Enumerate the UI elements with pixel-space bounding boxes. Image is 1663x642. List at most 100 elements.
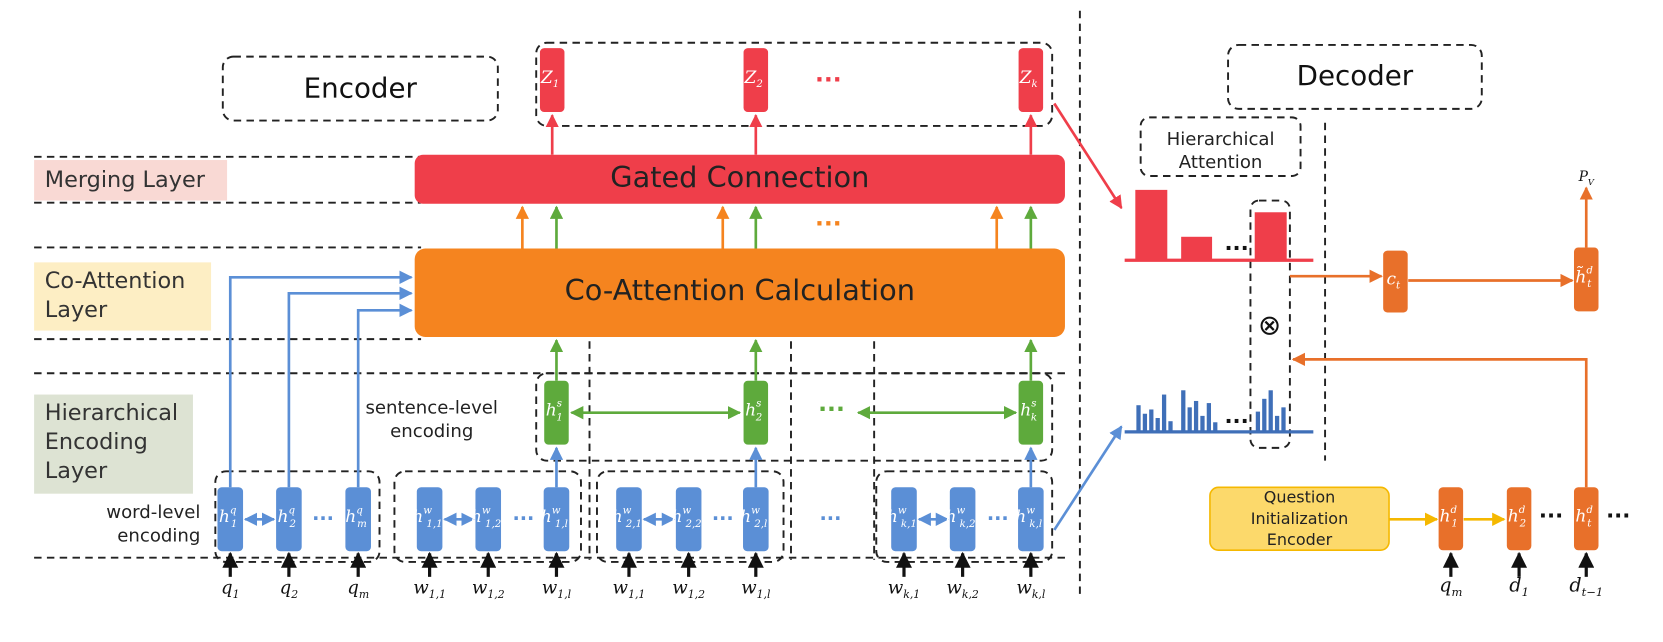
ellipsis: ··· (1606, 504, 1630, 529)
z-node-label-sub: 1 (553, 79, 560, 90)
word-node-label-base: h (219, 507, 230, 527)
decoder-title: Decoder (1297, 59, 1414, 92)
word-node-label-sub: 1,2 (485, 519, 501, 530)
sentence-node-label-base: h (546, 400, 557, 420)
word-node-label-sub: k,2 (960, 519, 976, 530)
ellipsis: ··· (1539, 504, 1563, 529)
output-label: PV (1578, 169, 1595, 186)
decoder-node (1506, 487, 1532, 551)
question-init-label: Initialization (1251, 509, 1348, 528)
input-label-sub: 1,1 (628, 588, 645, 601)
word-label: encoding (117, 525, 200, 546)
sentence-node (1018, 380, 1044, 445)
context-node-label-base: c (1386, 269, 1396, 289)
word-node (345, 487, 371, 552)
word-node-label-sub: k,l (1029, 519, 1042, 530)
sentence-node-label-base: h (745, 400, 756, 420)
word-node-label: hq 1 (219, 505, 237, 530)
input-label-base: w (741, 578, 757, 599)
decoder-node-label-sub: 1 (1451, 518, 1458, 529)
z-node-label-base: Z (1019, 67, 1033, 87)
word-node-label-sup: q (356, 505, 363, 516)
word-node-label: hw k,1 (887, 505, 917, 530)
word-node-label-base: h (740, 507, 751, 527)
word-node (416, 487, 443, 552)
layer-label: Merging Layer (45, 167, 206, 193)
decoder-input-label-base: q (1439, 573, 1451, 596)
z-node-label: Z1 (540, 67, 559, 89)
decoder-input-label: dt−1 (1569, 573, 1603, 599)
output-label-sub: V (1588, 176, 1595, 186)
ellipsis: ··· (815, 66, 842, 94)
ellipsis: ··· (818, 395, 845, 423)
encoder-title: Encoder (304, 72, 418, 105)
word-node-label: hw 1,l (541, 505, 568, 530)
word-node (543, 487, 570, 552)
input-label: wk,1 (888, 578, 920, 601)
word-node-label-base: h (612, 507, 623, 527)
word-node-label-sub: 2,l (753, 519, 767, 530)
layer-label: Layer (45, 297, 108, 323)
layer-label: Hierarchical (45, 400, 178, 426)
input-label-sub: 1,l (757, 588, 771, 601)
sentence-label: sentence-level (365, 397, 497, 418)
word-node-label: hw 1,1 (412, 505, 442, 530)
ellipsis: ··· (512, 507, 534, 530)
decoder-node-label-sup: d (1586, 505, 1593, 516)
input-label: w1,l (542, 578, 572, 601)
decoder-node-label-base: h (1440, 506, 1451, 526)
input-label-sub: m (359, 588, 369, 601)
decoder-node-label-sup: d (1451, 505, 1458, 516)
word-node-label-sup: w (1026, 505, 1035, 516)
input-label-sub: k,1 (903, 588, 920, 601)
otimes: ⊗ (1258, 308, 1281, 341)
word-node-label-base: h (541, 507, 552, 527)
input-label-sub: 1,1 (429, 588, 446, 601)
context-node-label: ct (1386, 269, 1401, 291)
input-label-base: w (613, 578, 629, 599)
word-node (891, 487, 917, 552)
decoder-node-label-base: h (1575, 506, 1586, 526)
question-init-label: Encoder (1267, 530, 1333, 549)
word-node (616, 487, 642, 552)
input-label-base: w (1016, 578, 1032, 599)
decoder-input-label-base: d (1509, 573, 1521, 596)
input-label-sub: k,l (1032, 588, 1046, 601)
word-node-label-base: h (887, 507, 898, 527)
decoder-input-label-sub: m (1452, 585, 1463, 599)
word-node (217, 487, 244, 552)
word-node-label: hq m (345, 505, 367, 530)
word-node-label-sup: q (230, 505, 237, 516)
input-label-sub: 1,2 (487, 588, 504, 601)
word-node (675, 487, 702, 552)
decoder-node-label: hd 1 (1440, 505, 1458, 530)
decoder-state-label-sup: d (1586, 265, 1593, 276)
word-node-label-sub: 2,2 (684, 519, 701, 530)
gated-connection: Gated Connection (610, 160, 869, 194)
decoder-state-label-sub: t (1587, 279, 1592, 290)
ellipsis: ··· (712, 507, 734, 530)
word-node (1018, 487, 1044, 552)
sentence-node-label: hs 2 (745, 399, 762, 424)
word-node-label: hw 2,1 (612, 505, 642, 530)
layout (34, 10, 1595, 598)
sentence-node-label: hs k (1020, 399, 1037, 424)
layer-label: Layer (45, 458, 108, 484)
word-node-label-sub: 2,1 (625, 519, 642, 530)
word-node-label-sub: 1,l (555, 519, 568, 530)
layer-label: Co-Attention (45, 268, 186, 294)
question-init-label: Question (1264, 487, 1336, 506)
input-label-sub: 1 (233, 588, 240, 601)
input-label: wk,l (1016, 578, 1046, 601)
decoder-state-label-base: h̃ (1575, 266, 1586, 287)
word-node-label: hw 1,2 (471, 505, 501, 530)
ellipsis: ··· (1224, 409, 1248, 434)
sentence-node (743, 380, 769, 445)
z-node-label-sub: k (1032, 79, 1038, 90)
word-node-label-base: h (471, 507, 482, 527)
input-label-sub: 2 (290, 588, 298, 601)
z-node-label: Z2 (743, 67, 762, 89)
ellipsis: ··· (815, 210, 842, 238)
input-label: qm (347, 578, 369, 601)
hier-attention-label: Attention (1179, 152, 1263, 173)
